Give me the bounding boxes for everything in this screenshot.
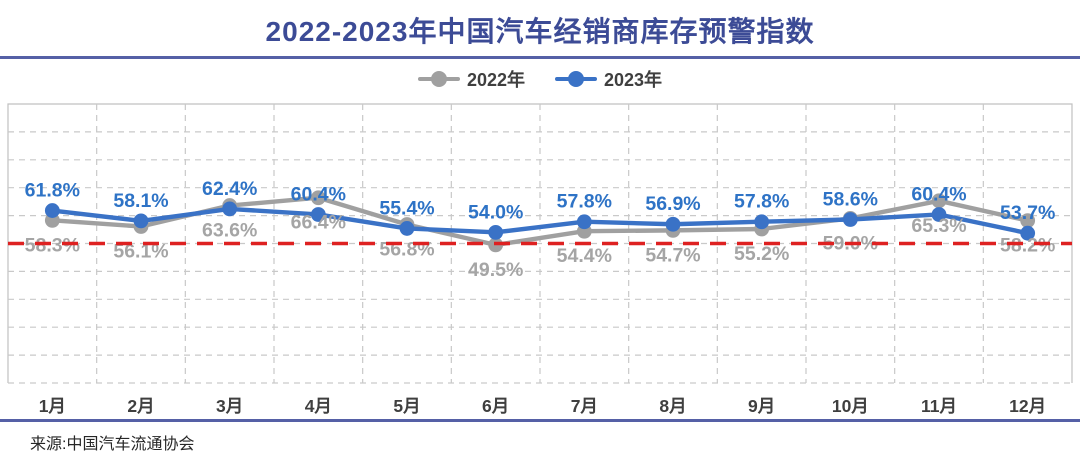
data-point-2022年-4月 [310, 190, 326, 206]
data-label-2023年-1月: 61.8% [25, 180, 80, 202]
month-label-5月: 5月 [393, 396, 420, 416]
month-label-8月: 8月 [659, 396, 686, 416]
month-label-3月: 3月 [216, 396, 243, 416]
source-note: 来源:中国汽车流通协会 [30, 436, 195, 453]
data-point-2023年-4月 [310, 207, 326, 222]
data-label-2022年-4月: 66.4% [291, 212, 346, 234]
data-point-2023年-12月 [1020, 225, 1036, 241]
data-label-2023年-7月: 57.8% [557, 191, 612, 213]
chart-title: 2022-2023年中国汽车经销商库存预警指数 [265, 16, 815, 47]
data-label-2022年-2月: 56.1% [113, 240, 168, 262]
data-label-2022年-9月: 55.2% [734, 243, 789, 265]
data-point-2023年-7月 [576, 214, 592, 230]
legend-item-2022: 2022年 [417, 66, 525, 92]
series-line-2023年 [50, 206, 1030, 236]
month-label-2月: 2月 [127, 396, 154, 416]
month-label-9月: 9月 [748, 396, 775, 416]
data-point-2023年-10月 [842, 212, 858, 227]
data-label-2023年-3月: 62.4% [202, 178, 257, 200]
data-label-2022年-12月: 58.2% [1000, 235, 1055, 257]
data-label-2022年-7月: 54.4% [557, 245, 612, 267]
data-point-2023年-2月 [133, 213, 149, 229]
month-label-11月: 11月 [921, 396, 957, 416]
data-point-2022年-12月 [1020, 213, 1036, 229]
data-point-2023年-3月 [222, 201, 238, 217]
month-label-6月: 6月 [482, 396, 509, 416]
data-label-2023年-11月: 60.4% [911, 183, 966, 205]
data-label-2023年-2月: 58.1% [113, 190, 168, 212]
data-label-2023年-12月: 53.7% [1000, 202, 1055, 224]
legend-marker-2022-icon [417, 71, 460, 87]
data-label-2022年-11月: 65.3% [911, 215, 966, 237]
data-point-2023年-9月 [754, 214, 770, 230]
data-label-2023年-5月: 55.4% [379, 197, 434, 219]
data-label-2023年-8月: 56.9% [645, 193, 700, 215]
data-point-2023年-1月 [44, 203, 60, 218]
month-label-4月: 4月 [305, 396, 332, 416]
legend-label-2022: 2022年 [466, 70, 525, 90]
data-label-2023年-4月: 60.4% [291, 183, 346, 205]
chart-legend: 2022年 2023年 [0, 66, 1080, 92]
data-label-2022年-1月: 58.3% [25, 234, 80, 256]
data-label-2022年-3月: 63.6% [202, 220, 257, 242]
top-divider-line [0, 56, 1080, 59]
legend-label-2023: 2023年 [604, 70, 663, 90]
data-label-2023年-9月: 57.8% [734, 191, 789, 213]
data-label-2022年-8月: 54.7% [645, 244, 700, 266]
data-point-2023年-6月 [488, 224, 504, 240]
data-point-2023年-8月 [665, 216, 681, 232]
data-label-2023年-10月: 58.6% [823, 189, 878, 211]
legend-item-2023: 2023年 [555, 66, 662, 92]
month-label-7月: 7月 [571, 396, 598, 416]
month-label-10月: 10月 [832, 396, 869, 416]
data-point-2022年-11月 [931, 193, 947, 209]
data-point-2023年-5月 [399, 221, 415, 236]
month-label-1月: 1月 [39, 396, 66, 416]
data-label-2023年-6月: 54.0% [468, 201, 523, 223]
month-label-12月: 12月 [1009, 396, 1046, 416]
data-point-2023年-11月 [931, 207, 947, 222]
legend-marker-2023-icon [555, 71, 597, 87]
data-label-2022年-6月: 49.5% [468, 259, 523, 281]
bottom-divider-line [0, 419, 1080, 422]
